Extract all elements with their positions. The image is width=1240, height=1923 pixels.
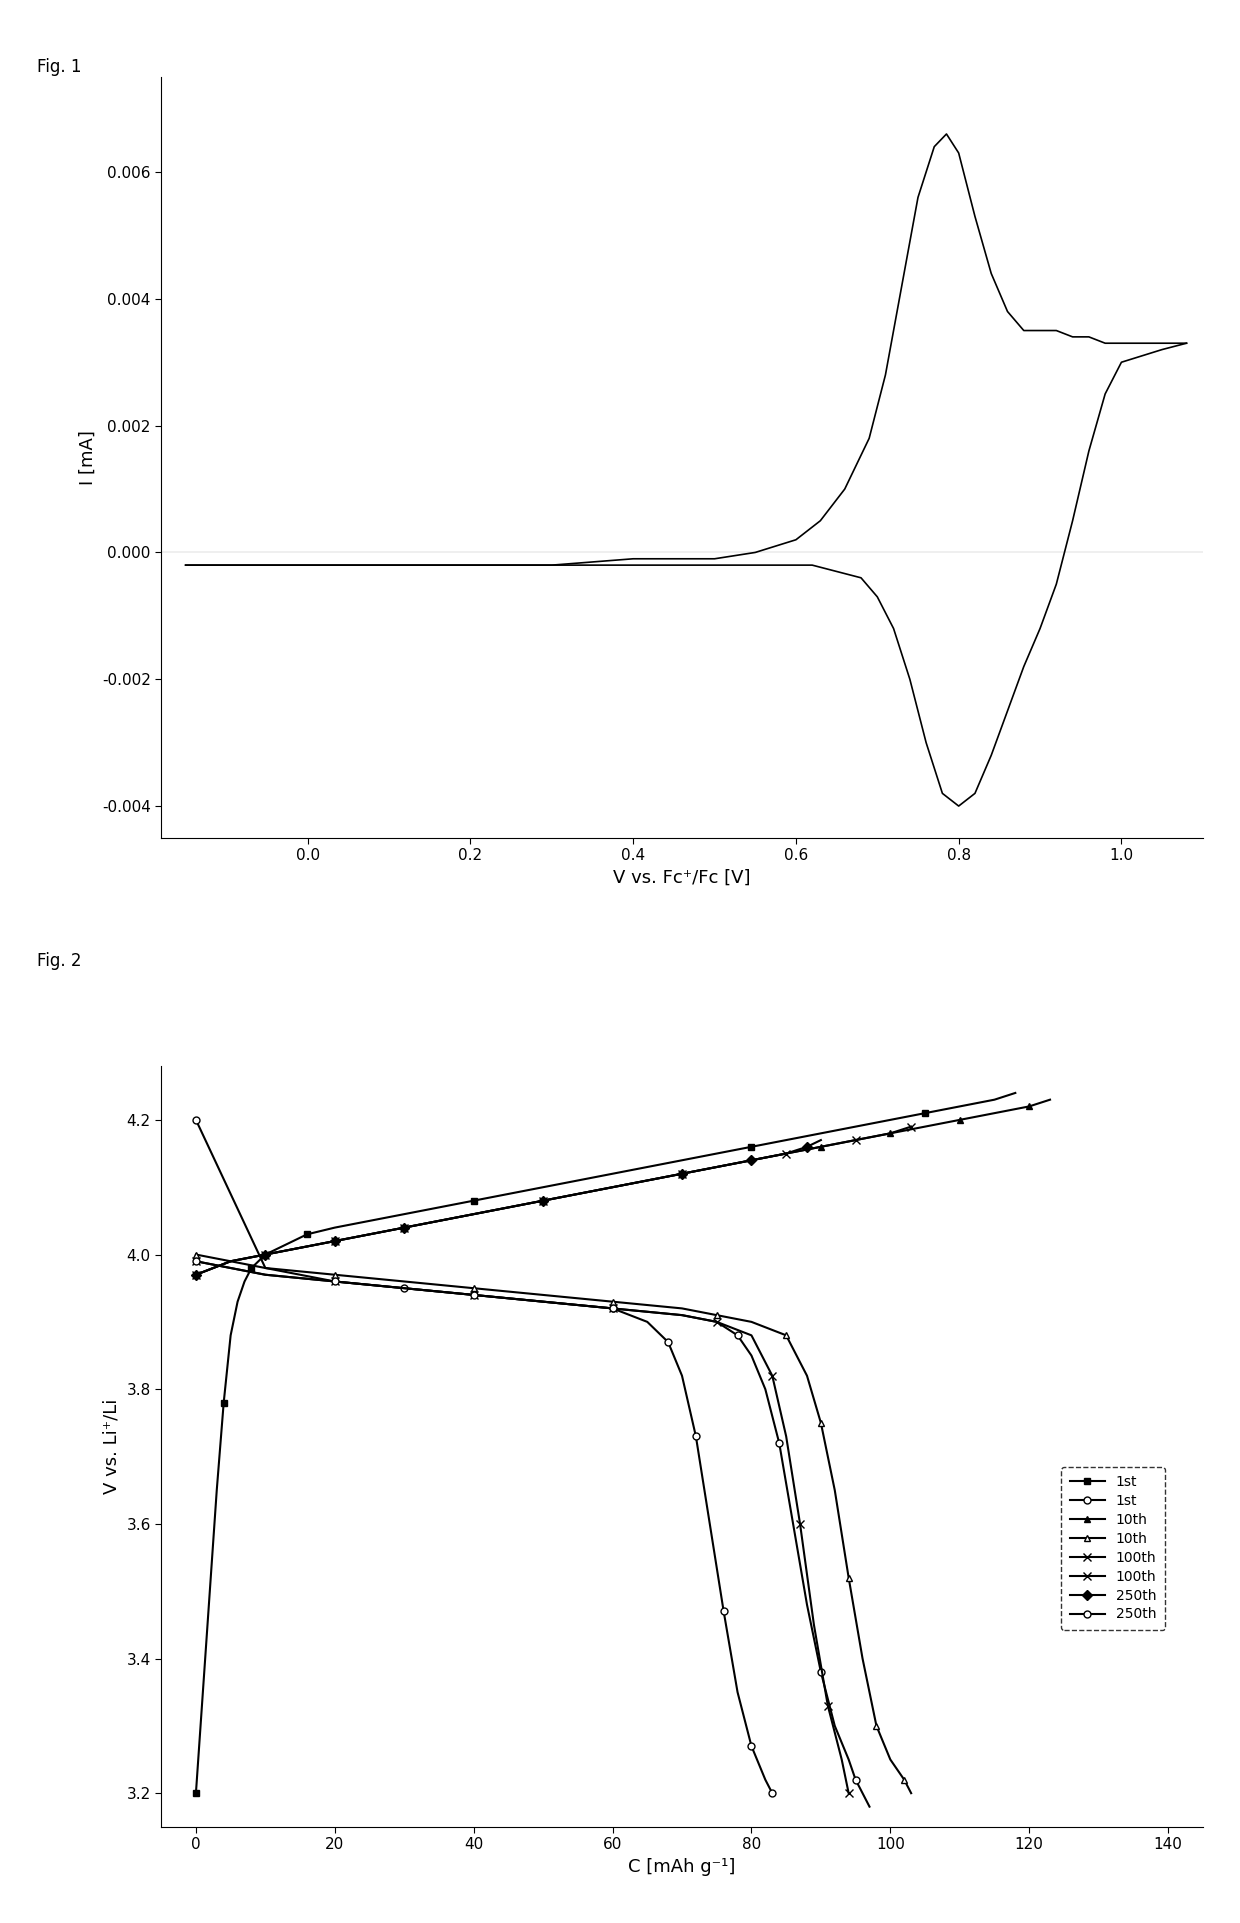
Text: Fig. 2: Fig. 2 bbox=[37, 952, 82, 969]
Text: Fig. 1: Fig. 1 bbox=[37, 58, 82, 75]
X-axis label: C [mAh g⁻¹]: C [mAh g⁻¹] bbox=[629, 1858, 735, 1875]
Y-axis label: V vs. Li⁺/Li: V vs. Li⁺/Li bbox=[103, 1398, 120, 1494]
Legend: 1st, 1st, 10th, 10th, 100th, 100th, 250th, 250th: 1st, 1st, 10th, 10th, 100th, 100th, 250t… bbox=[1061, 1467, 1164, 1629]
Y-axis label: I [mA]: I [mA] bbox=[78, 431, 97, 485]
X-axis label: V vs. Fc⁺/Fc [V]: V vs. Fc⁺/Fc [V] bbox=[614, 869, 750, 887]
